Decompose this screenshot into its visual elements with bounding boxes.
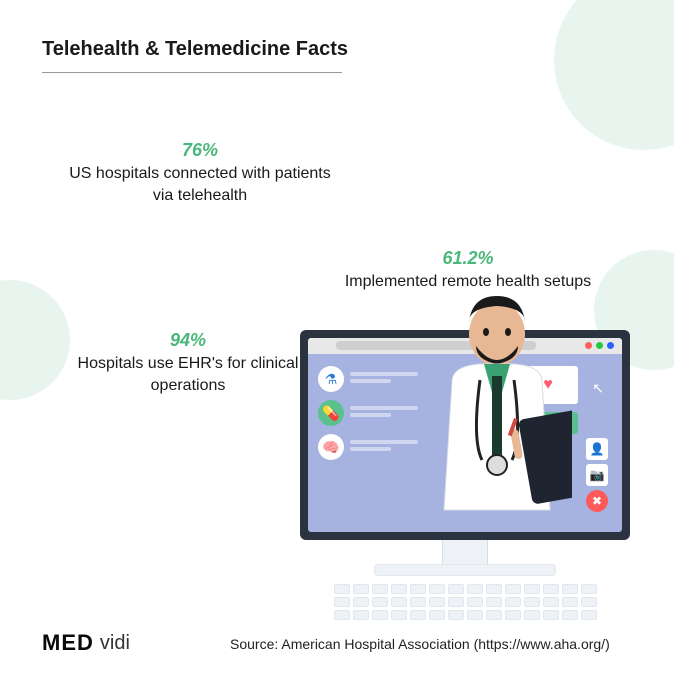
panel-lines bbox=[350, 372, 418, 386]
keyboard-key bbox=[524, 597, 540, 607]
panel-lines bbox=[350, 440, 418, 454]
keyboard-key bbox=[562, 610, 578, 620]
keyboard-key bbox=[448, 597, 464, 607]
keyboard-key bbox=[581, 597, 597, 607]
keyboard-key bbox=[581, 610, 597, 620]
keyboard-key bbox=[391, 610, 407, 620]
stat-desc: Hospitals use EHR's for clinical operati… bbox=[48, 353, 328, 396]
side-icon: 📷 bbox=[586, 464, 608, 486]
keyboard-key bbox=[429, 597, 445, 607]
stat-pct: 61.2% bbox=[328, 248, 608, 269]
title-underline bbox=[42, 72, 342, 73]
keyboard-key bbox=[334, 584, 350, 594]
side-icon: 👤 bbox=[586, 438, 608, 460]
keyboard-key bbox=[391, 584, 407, 594]
left-panel: ⚗ 💊 🧠 bbox=[318, 366, 418, 468]
panel-icon: 💊 bbox=[318, 400, 344, 426]
keyboard-key bbox=[410, 610, 426, 620]
panel-icon: 🧠 bbox=[318, 434, 344, 460]
keyboard-key bbox=[467, 610, 483, 620]
keyboard-key bbox=[429, 584, 445, 594]
window-controls bbox=[585, 342, 614, 349]
source-attribution: Source: American Hospital Association (h… bbox=[230, 636, 610, 652]
stat-ehr: 94% Hospitals use EHR's for clinical ope… bbox=[48, 330, 328, 396]
keyboard-key bbox=[524, 610, 540, 620]
keyboard-key bbox=[505, 597, 521, 607]
bg-circle-top-right bbox=[554, 0, 674, 150]
keyboard-key bbox=[372, 610, 388, 620]
keyboard-key bbox=[448, 610, 464, 620]
monitor-stand-base bbox=[374, 564, 556, 576]
keyboard-key bbox=[562, 584, 578, 594]
keyboard-key bbox=[505, 584, 521, 594]
monitor-stand-neck bbox=[442, 540, 488, 564]
side-icon-stack: 👤 📷 ✖ bbox=[586, 438, 608, 512]
keyboard-key bbox=[524, 584, 540, 594]
keyboard-row bbox=[334, 610, 597, 620]
window-dot bbox=[607, 342, 614, 349]
keyboard-key bbox=[353, 597, 369, 607]
panel-lines bbox=[350, 406, 418, 420]
computer-illustration: ⚗💊🧠 ♥ ✓✓✓ ↖ 👤📷✖ bbox=[300, 330, 630, 620]
logo-med: MED bbox=[42, 630, 94, 656]
panel-item: 💊 bbox=[318, 400, 418, 426]
keyboard-key bbox=[562, 597, 578, 607]
keyboard-key bbox=[448, 584, 464, 594]
page-title: Telehealth & Telemedicine Facts bbox=[42, 38, 348, 73]
keyboard-key bbox=[486, 584, 502, 594]
keyboard-key bbox=[581, 584, 597, 594]
keyboard-key bbox=[372, 584, 388, 594]
keyboard-key bbox=[429, 610, 445, 620]
keyboard-key bbox=[353, 610, 369, 620]
stat-pct: 76% bbox=[60, 140, 340, 161]
panel-item: ⚗ bbox=[318, 366, 418, 392]
keyboard-key bbox=[353, 584, 369, 594]
keyboard-key bbox=[543, 597, 559, 607]
keyboard-key bbox=[505, 610, 521, 620]
keyboard-key bbox=[543, 584, 559, 594]
stat-desc: US hospitals connected with patients via… bbox=[60, 163, 340, 206]
cursor-icon: ↖ bbox=[592, 380, 604, 397]
panel-item: 🧠 bbox=[318, 434, 418, 460]
brand-logo: MED vidi bbox=[42, 630, 130, 656]
keyboard-key bbox=[467, 584, 483, 594]
stat-telehealth: 76% US hospitals connected with patients… bbox=[60, 140, 340, 206]
keyboard-key bbox=[410, 597, 426, 607]
keyboard-key bbox=[543, 610, 559, 620]
doctor-illustration bbox=[422, 290, 572, 520]
keyboard bbox=[335, 584, 595, 620]
keyboard-key bbox=[467, 597, 483, 607]
stat-pct: 94% bbox=[48, 330, 328, 351]
keyboard-key bbox=[391, 597, 407, 607]
keyboard-key bbox=[486, 610, 502, 620]
keyboard-key bbox=[372, 597, 388, 607]
keyboard-row bbox=[334, 584, 597, 594]
keyboard-row bbox=[334, 597, 597, 607]
side-icon: ✖ bbox=[586, 490, 608, 512]
window-dot bbox=[596, 342, 603, 349]
keyboard-key bbox=[486, 597, 502, 607]
keyboard-key bbox=[334, 610, 350, 620]
monitor-frame: ⚗💊🧠 ♥ ✓✓✓ ↖ 👤📷✖ bbox=[300, 330, 630, 540]
keyboard-key bbox=[334, 597, 350, 607]
keyboard-key bbox=[410, 584, 426, 594]
monitor-screen: ⚗💊🧠 ♥ ✓✓✓ ↖ 👤📷✖ bbox=[308, 338, 622, 532]
stat-remote: 61.2% Implemented remote health setups bbox=[328, 248, 608, 293]
logo-vidi: vidi bbox=[100, 632, 130, 655]
panel-icon: ⚗ bbox=[318, 366, 344, 392]
window-dot bbox=[585, 342, 592, 349]
